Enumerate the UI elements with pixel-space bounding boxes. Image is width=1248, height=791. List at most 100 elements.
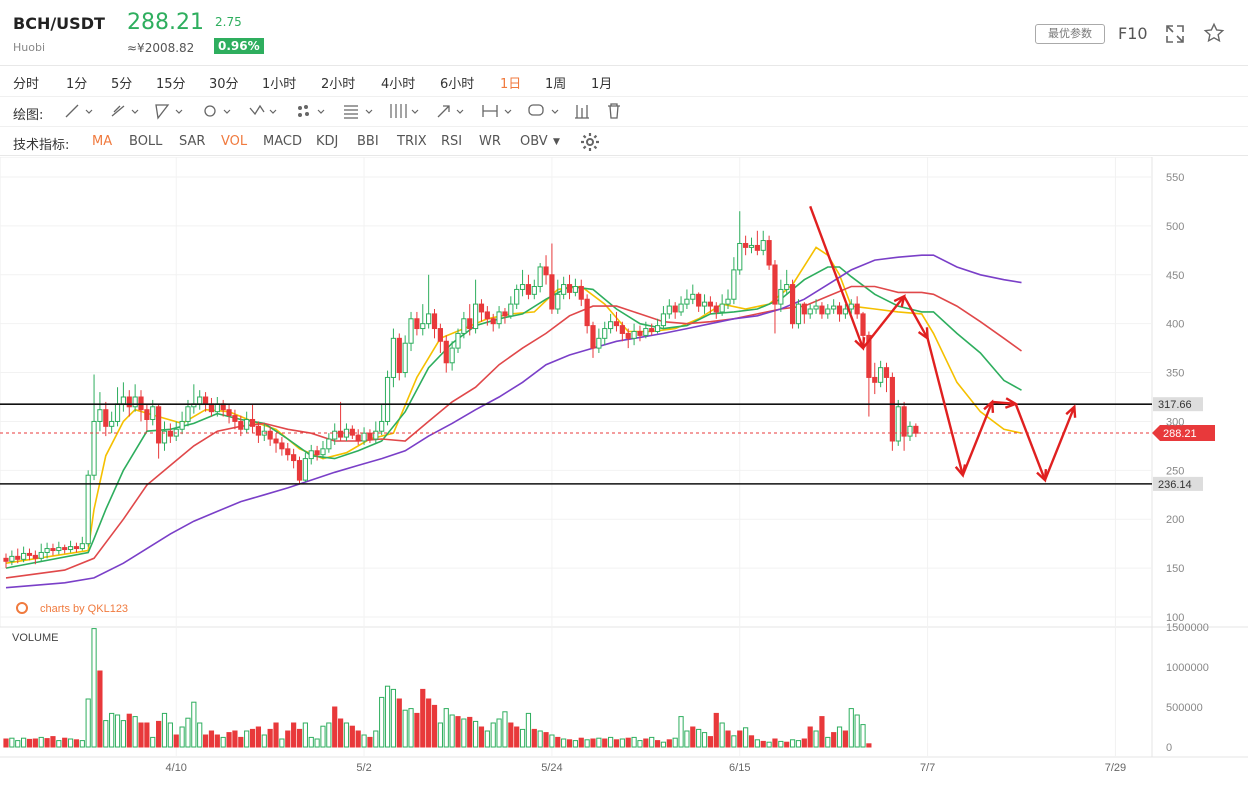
volume-bar xyxy=(443,708,449,748)
volume-bar xyxy=(572,740,578,748)
candle-body xyxy=(232,415,238,422)
volume-bar xyxy=(784,741,790,748)
candle-body xyxy=(326,438,332,450)
candle-body xyxy=(384,376,391,422)
candle-body xyxy=(760,240,766,251)
line-tool-icon[interactable] xyxy=(60,100,94,122)
candle-body xyxy=(167,430,173,437)
expand-icon[interactable] xyxy=(1165,24,1185,44)
candle-body xyxy=(696,293,702,307)
candle-body xyxy=(825,308,831,315)
volume-bar xyxy=(220,736,226,748)
period-10[interactable]: 1周 xyxy=(545,77,567,92)
volume-bar xyxy=(390,688,397,748)
volume-bar xyxy=(50,736,56,748)
note-tool-icon[interactable] xyxy=(526,100,560,122)
candle-body xyxy=(402,342,408,374)
circle-tool-icon[interactable] xyxy=(198,100,232,122)
star-icon[interactable] xyxy=(1203,22,1225,44)
candle-body xyxy=(44,548,50,553)
y-tick-label: 400 xyxy=(1166,319,1184,331)
volume-bar xyxy=(437,722,443,748)
indicator-trix[interactable]: TRIX xyxy=(397,134,427,149)
period-3[interactable]: 15分 xyxy=(156,77,186,92)
volume-bar xyxy=(320,725,326,748)
candle-body xyxy=(50,548,56,552)
volume-bar xyxy=(643,738,649,748)
gann-tool-icon[interactable] xyxy=(386,100,420,122)
more-indicators-caret-icon[interactable]: ▼ xyxy=(553,137,560,147)
indicator-macd[interactable]: MACD xyxy=(263,134,302,149)
best-params-button[interactable]: 最优参数 xyxy=(1035,24,1105,44)
indicator-bbi[interactable]: BBI xyxy=(357,134,379,149)
volume-bar xyxy=(584,739,590,748)
indicator-ma[interactable]: MA xyxy=(92,134,113,149)
volume-bar xyxy=(672,737,678,748)
range-tool-icon[interactable] xyxy=(479,100,513,122)
candle-body xyxy=(32,554,38,559)
candle-body xyxy=(519,284,526,290)
volume-bar xyxy=(549,734,555,748)
volume-bar xyxy=(596,737,602,748)
annotation-arrowhead xyxy=(1004,397,1019,409)
indicator-vol[interactable]: VOL xyxy=(221,134,248,149)
pattern-tool-icon[interactable] xyxy=(292,100,326,122)
volume-bar xyxy=(85,698,91,748)
annotation-arrow-segment xyxy=(862,295,906,349)
watermark-text: charts by QKL123 xyxy=(40,603,128,615)
volume-bar xyxy=(660,741,667,748)
indicator-kdj[interactable]: KDJ xyxy=(316,134,339,149)
ray-tool-icon[interactable] xyxy=(108,100,142,122)
indicator-boll[interactable]: BOLL xyxy=(129,134,163,149)
gear-icon[interactable] xyxy=(580,132,600,152)
period-8[interactable]: 6小时 xyxy=(440,77,475,92)
candle-body xyxy=(473,303,479,330)
period-5[interactable]: 1小时 xyxy=(262,77,297,92)
fib-tool-icon[interactable] xyxy=(340,100,374,122)
period-9[interactable]: 1日 xyxy=(500,77,522,92)
period-2[interactable]: 5分 xyxy=(111,77,133,92)
channel-tool-icon[interactable] xyxy=(152,100,186,122)
y-tick-label: 350 xyxy=(1166,368,1184,380)
period-4[interactable]: 30分 xyxy=(209,77,239,92)
candle-body xyxy=(226,409,232,417)
period-6[interactable]: 2小时 xyxy=(321,77,356,92)
candle-body xyxy=(179,420,185,430)
candle-body xyxy=(120,396,127,405)
measure-tool-icon[interactable] xyxy=(572,100,606,122)
period-11[interactable]: 1月 xyxy=(591,77,613,92)
candle-body xyxy=(807,308,813,315)
candle-body xyxy=(279,442,285,450)
f10-button[interactable]: F10 xyxy=(1118,24,1148,43)
wave-tool-icon[interactable] xyxy=(246,100,280,122)
period-0[interactable]: 分时 xyxy=(13,77,40,92)
volume-bar xyxy=(590,738,596,748)
watermark: charts by QKL123 xyxy=(16,602,128,615)
volume-bar xyxy=(813,730,819,748)
candle-body xyxy=(414,318,420,330)
candle-body xyxy=(784,284,790,290)
volume-bar xyxy=(537,730,543,748)
candle-body xyxy=(320,448,326,456)
indicator-bar: 技术指标: MA BOLL SAR VOL MACD KDJ BBI TRIX RSI WR OBV… xyxy=(0,126,1248,156)
arrow-tool-icon[interactable] xyxy=(433,100,467,122)
volume-bar xyxy=(502,711,508,748)
candle-body xyxy=(349,428,355,436)
candle-body xyxy=(144,409,150,420)
candle-body xyxy=(238,420,244,430)
volume-bar xyxy=(67,738,74,748)
period-7[interactable]: 4小时 xyxy=(381,77,416,92)
period-1[interactable]: 1分 xyxy=(66,77,88,92)
trash-icon[interactable] xyxy=(602,100,636,122)
indicator-rsi[interactable]: RSI xyxy=(441,134,463,149)
indicator-obv[interactable]: OBV xyxy=(520,134,548,149)
volume-bar xyxy=(402,709,408,748)
indicator-wr[interactable]: WR xyxy=(479,134,501,149)
candlestick-chart[interactable]: 317.66 236.14 288.21 4/10 5/2 5/24 6/15 7/7 7/2… xyxy=(0,157,1248,791)
annotation-arrowhead xyxy=(1065,404,1077,418)
indicator-sar[interactable]: SAR xyxy=(179,134,206,149)
candle-body xyxy=(361,432,367,442)
volume-bar xyxy=(455,716,461,748)
volume-bar xyxy=(578,737,584,748)
period-bar: 分时 1分 5分 15分 30分 1小时 2小时 4小时 6小时 1日 1周 1月 xyxy=(0,67,1248,95)
